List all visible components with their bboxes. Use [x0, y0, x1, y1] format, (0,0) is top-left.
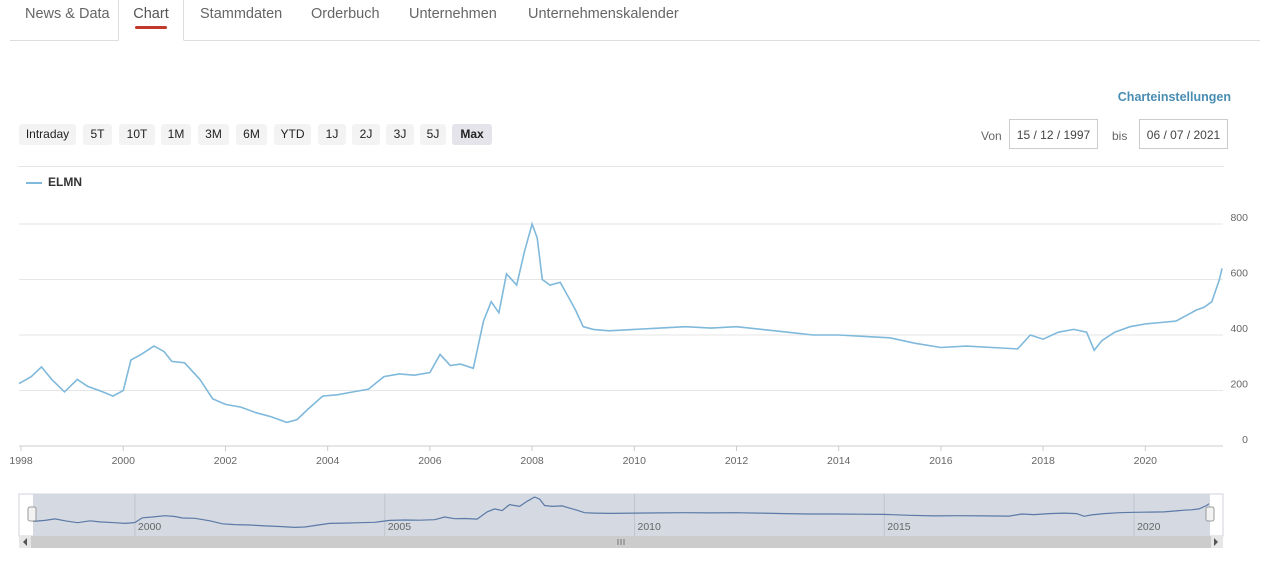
range-button-2j[interactable]: 2J: [352, 124, 380, 145]
y-tick-label: 0: [1242, 434, 1248, 446]
tab-news-data[interactable]: News & Data: [25, 6, 110, 22]
range-button-6m[interactable]: 6M: [236, 124, 267, 145]
date-to-label: bis: [1112, 129, 1128, 143]
navigator-axis: 2000 2005 2010 2015 2020: [134, 494, 1161, 536]
toolbar-divider: [18, 166, 1224, 167]
x-axis: 1998 2000 2002 2004 2006 2008 2010 2012 2014 2016…: [9, 445, 1223, 467]
y-axis: 0 200 400 600 800: [1230, 212, 1248, 446]
x-tick-label: 2012: [725, 455, 749, 467]
legend-swatch: [26, 181, 42, 184]
range-button-ytd[interactable]: YTD: [274, 124, 311, 145]
date-from-input[interactable]: 15 / 12 / 1997: [1009, 119, 1098, 149]
tab-unternehmenskalender[interactable]: Unternehmenskalender: [528, 6, 679, 22]
date-to-input[interactable]: 06 / 07 / 2021: [1139, 119, 1228, 149]
y-tick-label: 400: [1230, 323, 1248, 335]
tab-unternehmen[interactable]: Unternehmen: [409, 6, 497, 22]
x-tick-label: 2020: [1134, 455, 1158, 467]
range-button-max[interactable]: Max: [452, 124, 492, 145]
navigator-tick-label: 2015: [887, 521, 911, 533]
x-tick-label: 2010: [623, 455, 647, 467]
x-tick-label: 1998: [9, 455, 33, 467]
chart-settings-link[interactable]: Charteinstellungen: [1117, 90, 1231, 104]
tab-stammdaten[interactable]: Stammdaten: [200, 6, 283, 22]
date-from-label: Von: [981, 129, 1002, 143]
y-tick-label: 600: [1230, 268, 1248, 280]
navigator-tick-label: 2020: [1137, 521, 1161, 533]
scroll-left-arrow-icon[interactable]: [23, 538, 27, 546]
range-button-5t[interactable]: 5T: [83, 124, 112, 145]
tab-chart[interactable]: Chart: [118, 0, 184, 41]
range-button-5j[interactable]: 5J: [420, 124, 446, 145]
tab-orderbuch[interactable]: Orderbuch: [311, 6, 380, 22]
range-button-3j[interactable]: 3J: [386, 124, 414, 145]
navigator-tick-label: 2010: [637, 521, 661, 533]
x-tick-label: 2018: [1031, 455, 1055, 467]
x-tick-label: 2004: [316, 455, 340, 467]
navigator-tick-label: 2005: [388, 521, 412, 533]
y-tick-label: 200: [1230, 379, 1248, 391]
series-line-elmn: [18, 221, 1223, 424]
navigator-series-line: [32, 496, 1210, 529]
y-tick-label: 800: [1230, 212, 1248, 224]
x-tick-label: 2006: [418, 455, 442, 467]
scrollbar-grip-icon: [617, 539, 625, 545]
navigator-handle-right[interactable]: [1205, 506, 1215, 522]
x-tick-label: 2008: [520, 455, 544, 467]
x-tick-label: 2002: [214, 455, 238, 467]
navigator-handle-left[interactable]: [27, 506, 37, 522]
active-tab-underline: [135, 26, 167, 29]
tab-chart-label: Chart: [133, 6, 169, 22]
grid-lines: [19, 223, 1223, 447]
x-tick-label: 2000: [112, 455, 136, 467]
range-button-1m[interactable]: 1M: [161, 124, 191, 145]
range-button-intraday[interactable]: Intraday: [19, 124, 76, 145]
range-button-3m[interactable]: 3M: [198, 124, 229, 145]
legend[interactable]: ELMN: [26, 175, 82, 189]
legend-label-elmn: ELMN: [48, 175, 82, 189]
scroll-right-arrow-icon[interactable]: [1214, 538, 1218, 546]
x-tick-label: 2016: [929, 455, 953, 467]
tab-bar: News & Data Chart Stammdaten Orderbuch U…: [10, 0, 1260, 41]
range-button-1j[interactable]: 1J: [318, 124, 346, 145]
navigator-tick-label: 2000: [138, 521, 162, 533]
x-tick-label: 2014: [827, 455, 851, 467]
range-button-10t[interactable]: 10T: [119, 124, 155, 145]
